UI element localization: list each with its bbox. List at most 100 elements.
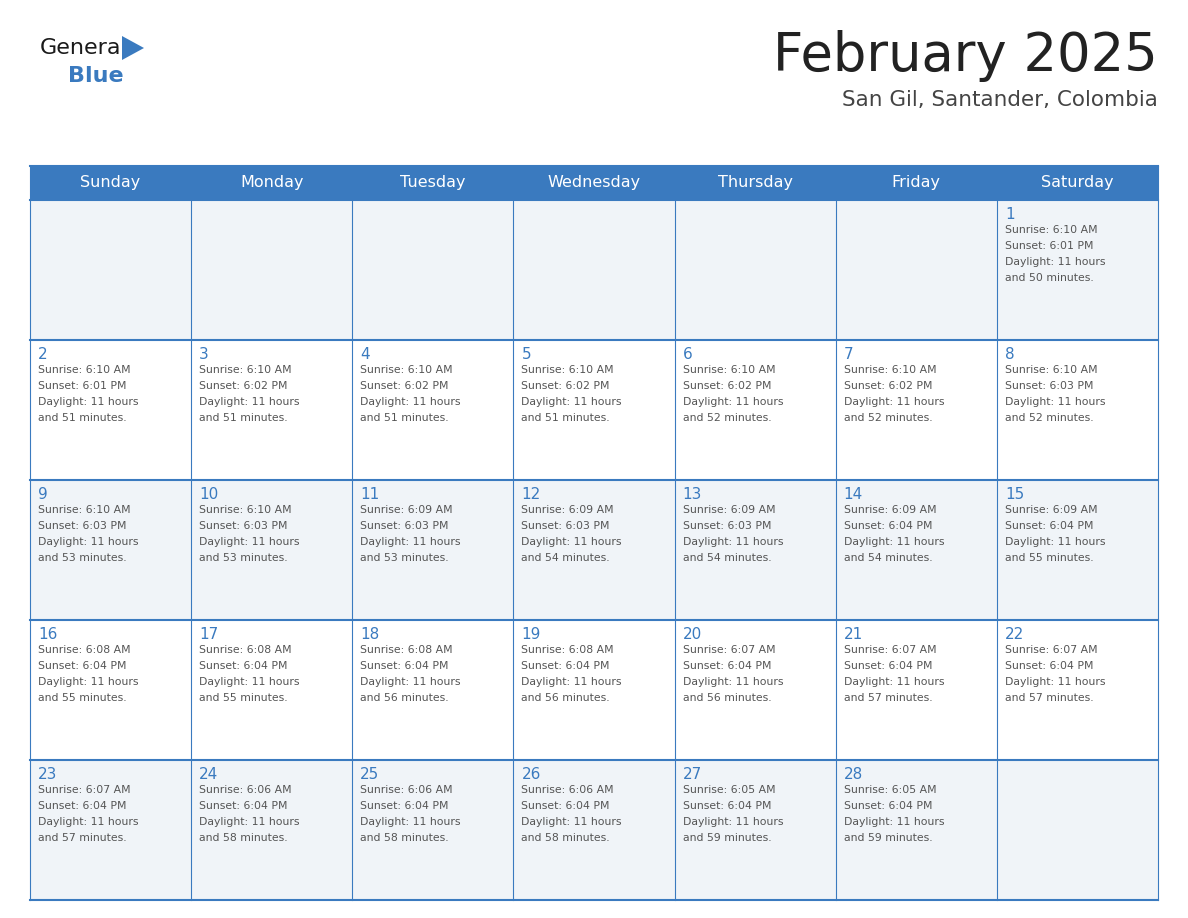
Text: 27: 27 bbox=[683, 767, 702, 782]
Text: 21: 21 bbox=[843, 627, 862, 642]
Text: Sunset: 6:04 PM: Sunset: 6:04 PM bbox=[1005, 521, 1093, 531]
Text: Sunset: 6:04 PM: Sunset: 6:04 PM bbox=[38, 801, 126, 811]
Text: 5: 5 bbox=[522, 347, 531, 362]
Text: and 58 minutes.: and 58 minutes. bbox=[522, 833, 611, 843]
Text: Daylight: 11 hours: Daylight: 11 hours bbox=[522, 677, 623, 687]
Text: Sunset: 6:01 PM: Sunset: 6:01 PM bbox=[38, 381, 126, 391]
Text: Sunrise: 6:09 AM: Sunrise: 6:09 AM bbox=[360, 505, 453, 515]
Text: Daylight: 11 hours: Daylight: 11 hours bbox=[200, 817, 299, 827]
Text: 3: 3 bbox=[200, 347, 209, 362]
Text: 18: 18 bbox=[360, 627, 379, 642]
Text: Thursday: Thursday bbox=[718, 175, 792, 191]
Text: Sunrise: 6:10 AM: Sunrise: 6:10 AM bbox=[1005, 225, 1098, 235]
Bar bbox=[30, 166, 1158, 200]
Text: Sunset: 6:02 PM: Sunset: 6:02 PM bbox=[522, 381, 609, 391]
Text: Daylight: 11 hours: Daylight: 11 hours bbox=[360, 677, 461, 687]
Text: Daylight: 11 hours: Daylight: 11 hours bbox=[522, 817, 623, 827]
Text: Sunset: 6:03 PM: Sunset: 6:03 PM bbox=[683, 521, 771, 531]
Text: 15: 15 bbox=[1005, 487, 1024, 502]
Bar bbox=[30, 760, 1158, 900]
Text: and 52 minutes.: and 52 minutes. bbox=[683, 413, 771, 423]
Text: 4: 4 bbox=[360, 347, 369, 362]
Text: Daylight: 11 hours: Daylight: 11 hours bbox=[38, 677, 139, 687]
Text: Daylight: 11 hours: Daylight: 11 hours bbox=[38, 397, 139, 407]
Text: San Gil, Santander, Colombia: San Gil, Santander, Colombia bbox=[842, 90, 1158, 110]
Text: Sunrise: 6:06 AM: Sunrise: 6:06 AM bbox=[522, 785, 614, 795]
Text: Sunrise: 6:10 AM: Sunrise: 6:10 AM bbox=[200, 365, 292, 375]
Text: Sunset: 6:02 PM: Sunset: 6:02 PM bbox=[200, 381, 287, 391]
Text: Daylight: 11 hours: Daylight: 11 hours bbox=[522, 397, 623, 407]
Text: 22: 22 bbox=[1005, 627, 1024, 642]
Text: Daylight: 11 hours: Daylight: 11 hours bbox=[360, 817, 461, 827]
Text: Sunrise: 6:10 AM: Sunrise: 6:10 AM bbox=[360, 365, 453, 375]
Text: Daylight: 11 hours: Daylight: 11 hours bbox=[843, 537, 944, 547]
Text: 23: 23 bbox=[38, 767, 57, 782]
Text: Sunrise: 6:09 AM: Sunrise: 6:09 AM bbox=[522, 505, 614, 515]
Text: Sunset: 6:04 PM: Sunset: 6:04 PM bbox=[683, 661, 771, 671]
Text: 26: 26 bbox=[522, 767, 541, 782]
Text: and 56 minutes.: and 56 minutes. bbox=[360, 693, 449, 703]
Text: and 55 minutes.: and 55 minutes. bbox=[200, 693, 287, 703]
Text: Daylight: 11 hours: Daylight: 11 hours bbox=[38, 537, 139, 547]
Text: Sunset: 6:02 PM: Sunset: 6:02 PM bbox=[360, 381, 449, 391]
Text: and 53 minutes.: and 53 minutes. bbox=[360, 553, 449, 563]
Text: and 58 minutes.: and 58 minutes. bbox=[360, 833, 449, 843]
Text: Daylight: 11 hours: Daylight: 11 hours bbox=[843, 397, 944, 407]
Text: Sunrise: 6:07 AM: Sunrise: 6:07 AM bbox=[38, 785, 131, 795]
Text: and 58 minutes.: and 58 minutes. bbox=[200, 833, 287, 843]
Text: Sunrise: 6:08 AM: Sunrise: 6:08 AM bbox=[200, 645, 292, 655]
Text: Sunrise: 6:10 AM: Sunrise: 6:10 AM bbox=[200, 505, 292, 515]
Text: Sunset: 6:03 PM: Sunset: 6:03 PM bbox=[360, 521, 449, 531]
Text: Sunset: 6:04 PM: Sunset: 6:04 PM bbox=[843, 661, 933, 671]
Text: Sunrise: 6:07 AM: Sunrise: 6:07 AM bbox=[1005, 645, 1098, 655]
Text: and 52 minutes.: and 52 minutes. bbox=[843, 413, 933, 423]
Text: Sunrise: 6:09 AM: Sunrise: 6:09 AM bbox=[843, 505, 936, 515]
Text: and 50 minutes.: and 50 minutes. bbox=[1005, 273, 1094, 283]
Text: 16: 16 bbox=[38, 627, 57, 642]
Text: Sunrise: 6:10 AM: Sunrise: 6:10 AM bbox=[683, 365, 776, 375]
Text: Daylight: 11 hours: Daylight: 11 hours bbox=[1005, 537, 1105, 547]
Text: Wednesday: Wednesday bbox=[548, 175, 640, 191]
Text: 10: 10 bbox=[200, 487, 219, 502]
Text: and 54 minutes.: and 54 minutes. bbox=[522, 553, 611, 563]
Text: 14: 14 bbox=[843, 487, 862, 502]
Text: Saturday: Saturday bbox=[1041, 175, 1113, 191]
Text: 28: 28 bbox=[843, 767, 862, 782]
Text: Daylight: 11 hours: Daylight: 11 hours bbox=[683, 677, 783, 687]
Text: 12: 12 bbox=[522, 487, 541, 502]
Text: Daylight: 11 hours: Daylight: 11 hours bbox=[360, 537, 461, 547]
Text: Daylight: 11 hours: Daylight: 11 hours bbox=[1005, 677, 1105, 687]
Text: and 54 minutes.: and 54 minutes. bbox=[683, 553, 771, 563]
Text: Sunrise: 6:10 AM: Sunrise: 6:10 AM bbox=[38, 505, 131, 515]
Text: Sunset: 6:04 PM: Sunset: 6:04 PM bbox=[683, 801, 771, 811]
Text: and 52 minutes.: and 52 minutes. bbox=[1005, 413, 1093, 423]
Text: Daylight: 11 hours: Daylight: 11 hours bbox=[200, 677, 299, 687]
Text: Daylight: 11 hours: Daylight: 11 hours bbox=[1005, 397, 1105, 407]
Text: Sunrise: 6:08 AM: Sunrise: 6:08 AM bbox=[522, 645, 614, 655]
Text: and 57 minutes.: and 57 minutes. bbox=[38, 833, 127, 843]
Text: Sunrise: 6:09 AM: Sunrise: 6:09 AM bbox=[1005, 505, 1098, 515]
Text: 19: 19 bbox=[522, 627, 541, 642]
Text: Daylight: 11 hours: Daylight: 11 hours bbox=[38, 817, 139, 827]
Text: and 51 minutes.: and 51 minutes. bbox=[38, 413, 127, 423]
Text: Sunset: 6:02 PM: Sunset: 6:02 PM bbox=[843, 381, 933, 391]
Text: and 57 minutes.: and 57 minutes. bbox=[843, 693, 933, 703]
Polygon shape bbox=[122, 36, 144, 60]
Text: and 55 minutes.: and 55 minutes. bbox=[38, 693, 127, 703]
Text: Sunset: 6:04 PM: Sunset: 6:04 PM bbox=[200, 661, 287, 671]
Text: Sunset: 6:04 PM: Sunset: 6:04 PM bbox=[522, 801, 609, 811]
Text: Blue: Blue bbox=[68, 66, 124, 86]
Text: and 54 minutes.: and 54 minutes. bbox=[843, 553, 933, 563]
Text: Monday: Monday bbox=[240, 175, 303, 191]
Text: Sunset: 6:03 PM: Sunset: 6:03 PM bbox=[200, 521, 287, 531]
Text: 7: 7 bbox=[843, 347, 853, 362]
Text: Daylight: 11 hours: Daylight: 11 hours bbox=[683, 537, 783, 547]
Text: Daylight: 11 hours: Daylight: 11 hours bbox=[683, 397, 783, 407]
Text: and 51 minutes.: and 51 minutes. bbox=[360, 413, 449, 423]
Text: and 51 minutes.: and 51 minutes. bbox=[200, 413, 287, 423]
Text: Sunrise: 6:10 AM: Sunrise: 6:10 AM bbox=[843, 365, 936, 375]
Bar bbox=[30, 340, 1158, 480]
Bar bbox=[30, 480, 1158, 620]
Text: and 56 minutes.: and 56 minutes. bbox=[683, 693, 771, 703]
Text: Sunset: 6:04 PM: Sunset: 6:04 PM bbox=[843, 801, 933, 811]
